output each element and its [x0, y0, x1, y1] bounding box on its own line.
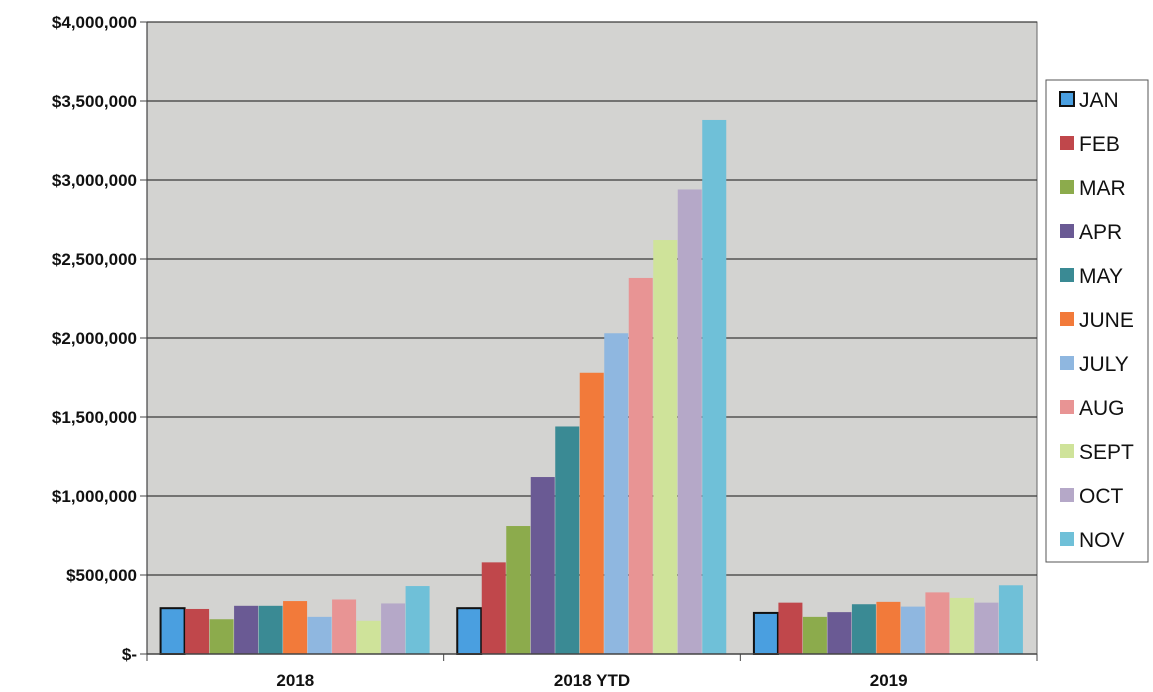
- bar-may-2019: [851, 604, 876, 654]
- bar-june-2018-ytd: [579, 372, 604, 654]
- bar-apr-2018: [234, 605, 259, 654]
- bar-feb-2018-ytd: [481, 562, 506, 654]
- legend-label-aug: AUG: [1079, 397, 1125, 420]
- bar-may-2018: [258, 605, 283, 654]
- y-tick-label: $3,500,000: [52, 92, 137, 111]
- bar-mar-2018: [209, 619, 234, 654]
- x-tick-label: 2018 YTD: [554, 671, 630, 690]
- x-tick-label: 2018: [276, 671, 314, 690]
- legend-label-apr: APR: [1079, 221, 1122, 244]
- legend-swatch-sept: [1060, 444, 1074, 458]
- bar-jan-2018: [159, 607, 186, 655]
- bar-july-2018-ytd: [604, 333, 629, 654]
- bar-sept-2019: [949, 597, 974, 654]
- bar-jan-2019: [752, 611, 779, 655]
- bar-may-2018-ytd: [555, 426, 580, 654]
- x-tick-label: 2019: [870, 671, 908, 690]
- legend-swatch-jan: [1059, 91, 1075, 107]
- legend-swatch-may: [1060, 268, 1074, 282]
- bar-mar-2019: [802, 616, 827, 654]
- bar-nov-2018: [405, 586, 430, 654]
- bar-oct-2018: [381, 603, 406, 654]
- bars: [159, 119, 1023, 655]
- y-tick-label: $1,000,000: [52, 487, 137, 506]
- bar-sept-2018-ytd: [653, 240, 678, 655]
- bar-nov-2018-ytd: [702, 119, 727, 654]
- legend-label-sept: SEPT: [1079, 441, 1134, 464]
- bar-mar-2018-ytd: [506, 526, 531, 654]
- legend-label-june: JUNE: [1079, 309, 1134, 332]
- legend-label-may: MAY: [1079, 265, 1123, 288]
- legend-swatch-apr: [1060, 224, 1074, 238]
- legend-swatch-july: [1060, 356, 1074, 370]
- legend-swatch-nov: [1060, 532, 1074, 546]
- y-tick-label: $500,000: [66, 566, 137, 585]
- legend-label-oct: OCT: [1079, 485, 1124, 508]
- gridlines: [147, 21, 1037, 576]
- bar-apr-2019: [827, 612, 852, 654]
- y-tick-label: $-: [122, 645, 137, 664]
- legend-label-mar: MAR: [1079, 177, 1126, 200]
- legend-swatch-june: [1060, 312, 1074, 326]
- bar-sept-2018: [356, 620, 381, 654]
- bar-oct-2019: [974, 602, 999, 654]
- bar-aug-2019: [925, 592, 950, 654]
- x-axis: 2018 2018 YTD 2019: [146, 653, 1038, 690]
- bar-jan-2018-ytd: [456, 607, 483, 655]
- bar-aug-2018-ytd: [628, 277, 653, 654]
- legend-swatch-mar: [1060, 180, 1074, 194]
- legend-swatch-feb: [1060, 136, 1074, 150]
- bar-feb-2018: [185, 608, 210, 654]
- bar-july-2019: [900, 606, 925, 654]
- bar-oct-2018-ytd: [677, 189, 702, 655]
- legend-label-nov: NOV: [1079, 529, 1125, 552]
- bar-feb-2019: [778, 602, 803, 654]
- legend-label-jan: JAN: [1079, 89, 1119, 112]
- legend-swatch-oct: [1060, 488, 1074, 502]
- y-tick-label: $4,000,000: [52, 13, 137, 32]
- legend-label-feb: FEB: [1079, 133, 1120, 156]
- y-tick-label: $2,500,000: [52, 250, 137, 269]
- bar-june-2018: [283, 601, 308, 654]
- bar-june-2019: [876, 601, 901, 654]
- y-tick-label: $2,000,000: [52, 329, 137, 348]
- legend-swatch-aug: [1060, 400, 1074, 414]
- legend-label-july: JULY: [1079, 353, 1129, 376]
- y-tick-label: $1,500,000: [52, 408, 137, 427]
- bar-july-2018: [307, 616, 332, 654]
- bar-nov-2019: [998, 585, 1023, 654]
- bar-apr-2018-ytd: [530, 477, 555, 654]
- legend: JAN FEB MAR APR MAY JUNE JULY AUG SEPT OCT NOV: [1045, 79, 1149, 563]
- y-axis: $- $500,000 $1,000,000 $1,500,000 $2,000,000…: [52, 13, 148, 664]
- bar-aug-2018: [332, 599, 357, 654]
- y-tick-label: $3,000,000: [52, 171, 137, 190]
